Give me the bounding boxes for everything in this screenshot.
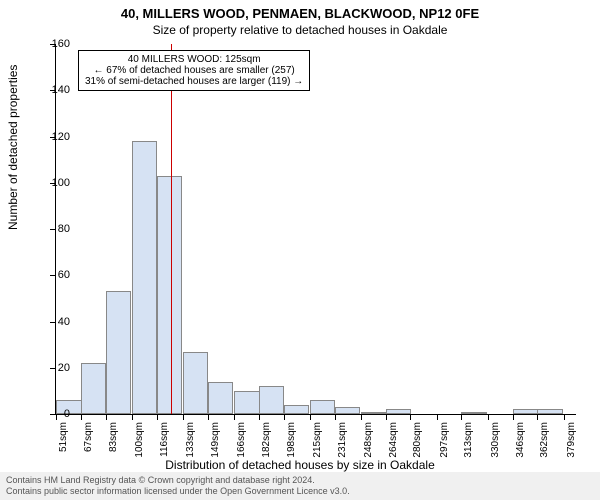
y-tick-label: 100 — [52, 177, 70, 189]
histogram-bar — [537, 409, 563, 414]
histogram-bar — [335, 407, 361, 414]
x-tick — [132, 414, 133, 420]
histogram-bar — [386, 409, 412, 414]
x-tick — [56, 414, 57, 420]
histogram-bar — [183, 352, 209, 414]
y-tick-label: 0 — [64, 408, 70, 420]
histogram-bar — [234, 391, 260, 414]
y-tick-label: 160 — [52, 38, 70, 50]
histogram-bar — [208, 382, 234, 414]
x-tick — [81, 414, 82, 420]
x-tick-label: 379sqm — [566, 422, 577, 458]
footer-attribution: Contains HM Land Registry data © Crown c… — [0, 472, 600, 500]
x-tick — [461, 414, 462, 420]
x-tick — [106, 414, 107, 420]
histogram-bar — [310, 400, 336, 414]
x-tick — [386, 414, 387, 420]
x-tick-label: 297sqm — [439, 422, 450, 458]
x-tick-label: 313sqm — [463, 422, 474, 458]
y-tick-label: 140 — [52, 84, 70, 96]
x-tick-label: 100sqm — [134, 422, 145, 458]
x-tick — [410, 414, 411, 420]
x-tick-label: 149sqm — [210, 422, 221, 458]
x-tick-label: 264sqm — [388, 422, 399, 458]
plot-area: 40 MILLERS WOOD: 125sqm← 67% of detached… — [55, 44, 576, 415]
x-tick-label: 67sqm — [83, 422, 94, 452]
x-tick — [284, 414, 285, 420]
x-tick — [208, 414, 209, 420]
histogram-bar — [461, 412, 487, 414]
y-tick-label: 40 — [58, 316, 70, 328]
y-tick — [50, 275, 56, 276]
histogram-bar — [106, 291, 132, 414]
footer-line1: Contains HM Land Registry data © Crown c… — [6, 475, 594, 486]
reference-line — [171, 44, 172, 414]
histogram-bar — [157, 176, 183, 414]
x-axis-label: Distribution of detached houses by size … — [0, 458, 600, 472]
chart-title-line2: Size of property relative to detached ho… — [0, 21, 600, 37]
chart-container: 40, MILLERS WOOD, PENMAEN, BLACKWOOD, NP… — [0, 0, 600, 500]
x-tick — [259, 414, 260, 420]
histogram-bar — [132, 141, 158, 414]
y-tick-label: 60 — [58, 269, 70, 281]
x-tick — [437, 414, 438, 420]
x-tick-label: 116sqm — [159, 422, 170, 457]
x-tick — [183, 414, 184, 420]
y-tick-label: 20 — [58, 362, 70, 374]
histogram-bar — [81, 363, 107, 414]
y-tick-label: 120 — [52, 131, 70, 143]
histogram-bar — [513, 409, 539, 414]
x-tick-label: 248sqm — [363, 422, 374, 458]
x-tick-label: 346sqm — [515, 422, 526, 458]
x-tick-label: 215sqm — [312, 422, 323, 458]
y-axis-label: Number of detached properties — [6, 65, 20, 230]
x-tick — [310, 414, 311, 420]
x-tick-label: 231sqm — [337, 422, 348, 458]
x-tick-label: 198sqm — [286, 422, 297, 458]
annotation-line3: 31% of semi-detached houses are larger (… — [85, 76, 303, 87]
x-tick-label: 182sqm — [261, 422, 272, 458]
x-tick-label: 51sqm — [58, 422, 69, 452]
x-tick — [513, 414, 514, 420]
y-tick — [50, 368, 56, 369]
x-tick-label: 362sqm — [539, 422, 550, 458]
histogram-bar — [259, 386, 285, 414]
footer-line2: Contains public sector information licen… — [6, 486, 594, 497]
histogram-bar — [284, 405, 310, 414]
x-tick — [361, 414, 362, 420]
x-tick — [488, 414, 489, 420]
annotation-line1: 40 MILLERS WOOD: 125sqm — [85, 54, 303, 65]
x-tick-label: 83sqm — [108, 422, 119, 452]
y-tick — [50, 322, 56, 323]
annotation-box: 40 MILLERS WOOD: 125sqm← 67% of detached… — [78, 50, 310, 91]
x-tick — [335, 414, 336, 420]
x-tick-label: 280sqm — [412, 422, 423, 458]
x-tick-label: 166sqm — [236, 422, 247, 458]
x-tick — [234, 414, 235, 420]
annotation-line2: ← 67% of detached houses are smaller (25… — [85, 65, 303, 76]
histogram-bar — [361, 412, 387, 414]
chart-title-line1: 40, MILLERS WOOD, PENMAEN, BLACKWOOD, NP… — [0, 0, 600, 21]
y-tick — [50, 229, 56, 230]
x-tick-label: 133sqm — [185, 422, 196, 458]
x-tick — [157, 414, 158, 420]
y-tick-label: 80 — [58, 223, 70, 235]
x-tick-label: 330sqm — [490, 422, 501, 458]
x-tick — [537, 414, 538, 420]
x-tick — [564, 414, 565, 420]
